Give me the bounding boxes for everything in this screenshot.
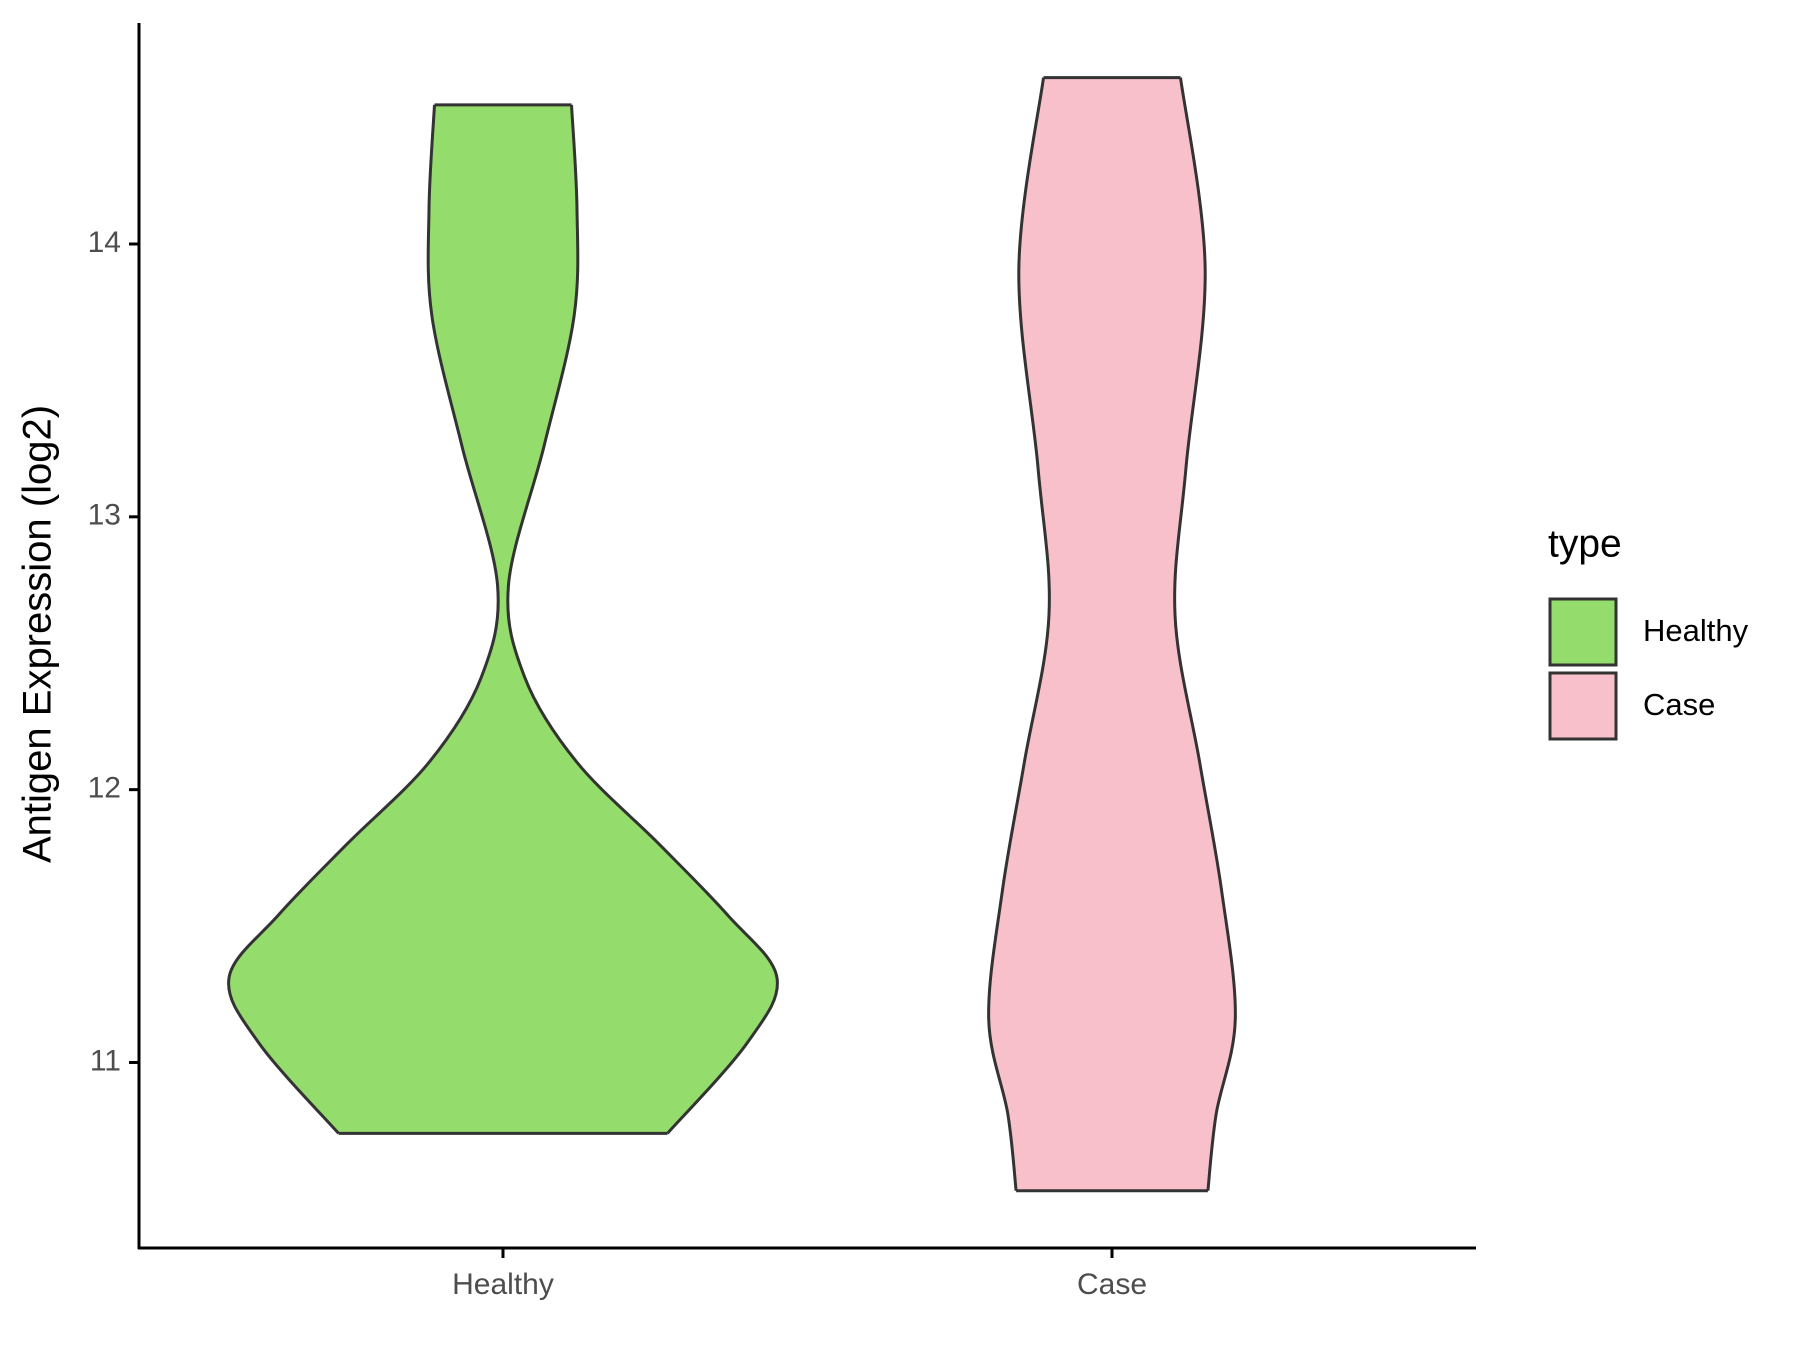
y-tick-label: 14 [88,226,121,259]
legend-label: Case [1643,687,1715,722]
violin-outline [227,104,500,1135]
y-tick-label: 12 [88,772,121,805]
violin-half [988,77,1112,1191]
legend-key [1548,671,1618,741]
y-tick-label: 11 [90,1044,121,1077]
violin-outline [987,77,1051,1191]
legend-title: type [1548,522,1622,565]
violin-outline [1173,77,1237,1191]
violin-outline [506,104,779,1135]
violin-half [228,104,503,1134]
x-tick-label: Healthy [452,1268,554,1301]
violin-half [503,104,778,1134]
legend-label: Healthy [1643,613,1749,648]
x-tick-label: Case [1077,1268,1147,1301]
legend-key [1548,597,1618,667]
violin-half [1112,77,1236,1191]
y-axis-title: Antigen Expression (log2) [16,405,60,863]
y-tick-label: 13 [88,499,121,532]
